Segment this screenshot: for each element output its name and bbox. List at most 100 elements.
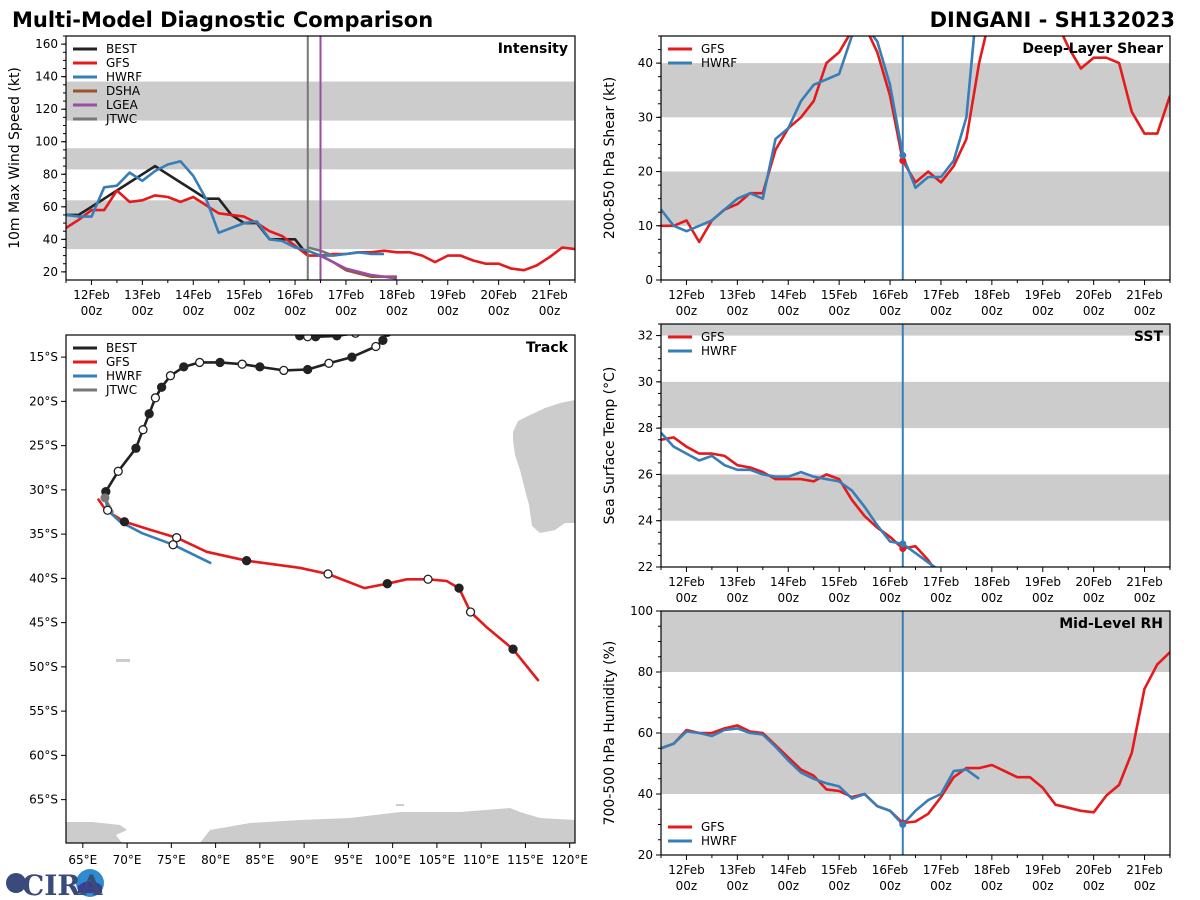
track-point-open (150, 393, 161, 403)
lat-tick-label: 45°S (29, 616, 58, 630)
lon-tick-label: 105°E (419, 853, 456, 867)
lat-tick-label: 35°S (29, 527, 58, 541)
x-tick-label-hour: 00z (1083, 304, 1105, 318)
x-tick-label-day: 12Feb (668, 575, 705, 589)
x-tick-label-day: 19Feb (1024, 863, 1061, 877)
legend-label-best: BEST (106, 42, 137, 56)
legend-label-dsha: DSHA (106, 84, 141, 98)
x-tick-label-hour: 00z (777, 591, 799, 605)
legend-label-hwrf: HWRF (106, 369, 142, 383)
y-tick-label: 32 (638, 329, 653, 343)
x-tick-label-day: 19Feb (429, 288, 466, 302)
x-tick-label-hour: 00z (981, 591, 1003, 605)
plot-area (661, 611, 1170, 855)
plot-area (661, 324, 1170, 567)
track-point-open (168, 540, 178, 550)
legend-label-gfs: GFS (701, 42, 725, 56)
y-tick-label: 60 (638, 726, 653, 740)
x-tick-label-day: 16Feb (872, 575, 909, 589)
lon-tick-label: 115°E (507, 853, 544, 867)
plot-area (66, 36, 575, 280)
x-tick-label-hour: 00z (930, 304, 952, 318)
legend-label-gfs: GFS (701, 820, 725, 834)
lon-tick-label: 75°E (157, 853, 186, 867)
initial-point-marker (899, 157, 907, 165)
y-tick-label: 40 (638, 787, 653, 801)
x-tick-label-hour: 00z (727, 879, 749, 893)
y-tick-label: 100 (630, 604, 653, 618)
y-tick-label: 30 (638, 110, 653, 124)
y-tick-label: 160 (35, 37, 58, 51)
x-tick-label-day: 21Feb (1126, 575, 1163, 589)
track-point-open (323, 569, 333, 579)
x-tick-label-day: 12Feb (668, 288, 705, 302)
track-point-open (113, 466, 123, 476)
y-tick-label: 28 (638, 421, 653, 435)
track-point-open (279, 365, 289, 376)
legend-label-hwrf: HWRF (106, 70, 142, 84)
x-tick-label-day: 19Feb (1024, 575, 1061, 589)
x-tick-label-day: 17Feb (923, 575, 960, 589)
shear-panel: 0 10 20 30 40 12Feb 00z 13Feb 00z 14Feb 00z 15Feb 00… (602, 35, 1171, 318)
x-tick-label-day: 20Feb (1075, 863, 1112, 877)
y-tick-label: 24 (638, 514, 653, 528)
x-tick-label-hour: 00z (676, 879, 698, 893)
initial-point-marker (899, 821, 907, 828)
x-tick-label-hour: 00z (182, 304, 204, 318)
series-line-hwrf (661, 727, 980, 826)
x-tick-label-hour: 00z (981, 879, 1003, 893)
x-tick-label-hour: 00z (1134, 304, 1156, 318)
x-tick-label-day: 21Feb (1126, 863, 1163, 877)
x-tick-label-day: 19Feb (1024, 288, 1061, 302)
legend-label-gfs: GFS (106, 355, 130, 369)
y-tick-label: 26 (638, 467, 653, 481)
panel-title: Mid-Level RH (1059, 616, 1163, 632)
panel-title: SST (1134, 329, 1164, 345)
y-axis-label: Sea Surface Temp (°C) (602, 367, 618, 525)
axes-frame (660, 610, 1171, 856)
x-tick-label-hour: 00z (437, 304, 459, 318)
lat-tick-label: 25°S (29, 439, 58, 453)
x-tick-label-day: 13Feb (124, 288, 161, 302)
lon-tick-label: 95°E (334, 853, 363, 867)
legend-label-hwrf: HWRF (701, 344, 737, 358)
series-line-gfs (661, 651, 1170, 825)
series-line-gfs (661, 36, 1170, 244)
y-tick-label: 0 (645, 273, 653, 287)
lon-tick-label: 100°E (374, 853, 411, 867)
panel-title: Intensity (498, 41, 568, 57)
x-tick-label-hour: 00z (539, 304, 561, 318)
x-tick-label-hour: 00z (284, 304, 306, 318)
x-tick-label-day: 15Feb (821, 863, 858, 877)
y-tick-label: 20 (43, 265, 58, 279)
y-axis-label: 10m Max Wind Speed (kt) (7, 67, 23, 249)
x-tick-label-hour: 00z (1134, 879, 1156, 893)
x-tick-label-day: 14Feb (770, 288, 807, 302)
lat-tick-label: 60°S (29, 748, 58, 762)
x-tick-label-day: 17Feb (923, 863, 960, 877)
threshold-band (661, 474, 1170, 521)
legend-label-jtwc: JTWC (105, 383, 137, 397)
x-tick-label-day: 16Feb (872, 863, 909, 877)
x-tick-label-hour: 00z (777, 879, 799, 893)
lon-tick-label: 70°E (113, 853, 142, 867)
x-tick-label-hour: 00z (1032, 304, 1054, 318)
axes-frame (65, 35, 576, 281)
track-point-open (195, 357, 205, 368)
track-point-open (165, 371, 176, 381)
x-tick-label-day: 20Feb (1075, 288, 1112, 302)
lat-tick-label: 50°S (29, 660, 58, 674)
initial-point-marker (899, 540, 907, 548)
x-tick-label-day: 14Feb (770, 575, 807, 589)
track-point-filled (382, 579, 392, 589)
track-point-open (172, 533, 182, 543)
y-tick-label: 80 (638, 665, 653, 679)
figure-title: Multi-Model Diagnostic Comparison (12, 8, 433, 32)
x-tick-label-hour: 00z (777, 304, 799, 318)
y-tick-label: 30 (638, 375, 653, 389)
x-tick-label-hour: 00z (1083, 879, 1105, 893)
x-tick-label-hour: 00z (727, 591, 749, 605)
x-tick-label-day: 13Feb (719, 288, 756, 302)
track-point-filled (378, 335, 388, 345)
track-point-filled (508, 644, 518, 654)
